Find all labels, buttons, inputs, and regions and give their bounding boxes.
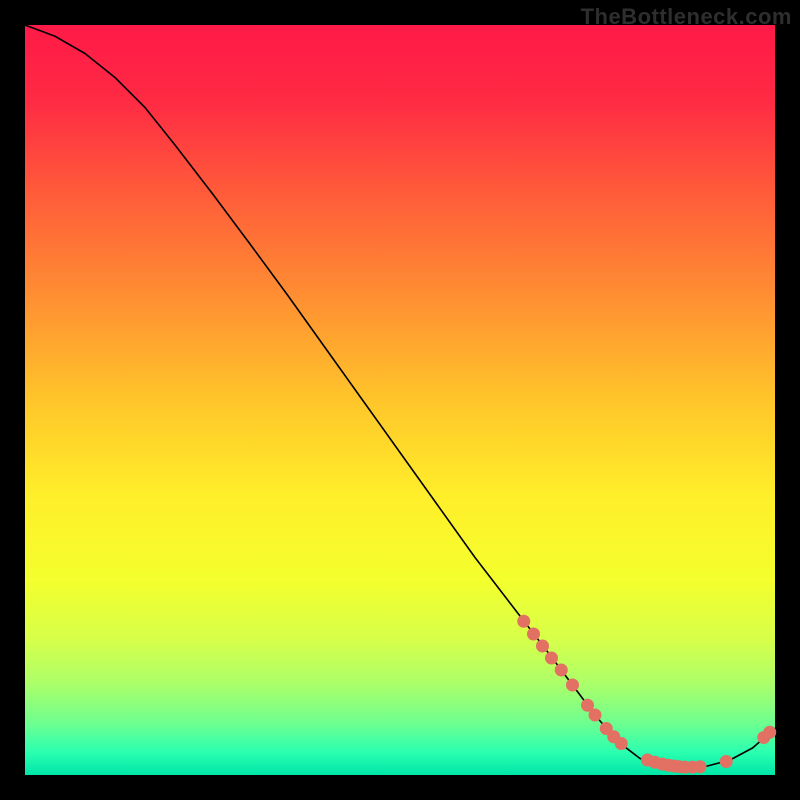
sample-marker: [589, 709, 602, 722]
source-watermark: TheBottleneck.com: [581, 4, 792, 30]
sample-marker: [527, 628, 540, 641]
plot-background: [25, 25, 775, 775]
sample-marker: [720, 755, 733, 768]
sample-marker: [615, 737, 628, 750]
chart-stage: TheBottleneck.com: [0, 0, 800, 800]
sample-marker: [555, 664, 568, 677]
sample-marker: [536, 640, 549, 653]
sample-marker: [566, 679, 579, 692]
sample-marker: [694, 760, 707, 773]
sample-marker: [763, 726, 776, 739]
sample-marker: [517, 615, 530, 628]
sample-marker: [545, 652, 558, 665]
bottleneck-curve-chart: [0, 0, 800, 800]
